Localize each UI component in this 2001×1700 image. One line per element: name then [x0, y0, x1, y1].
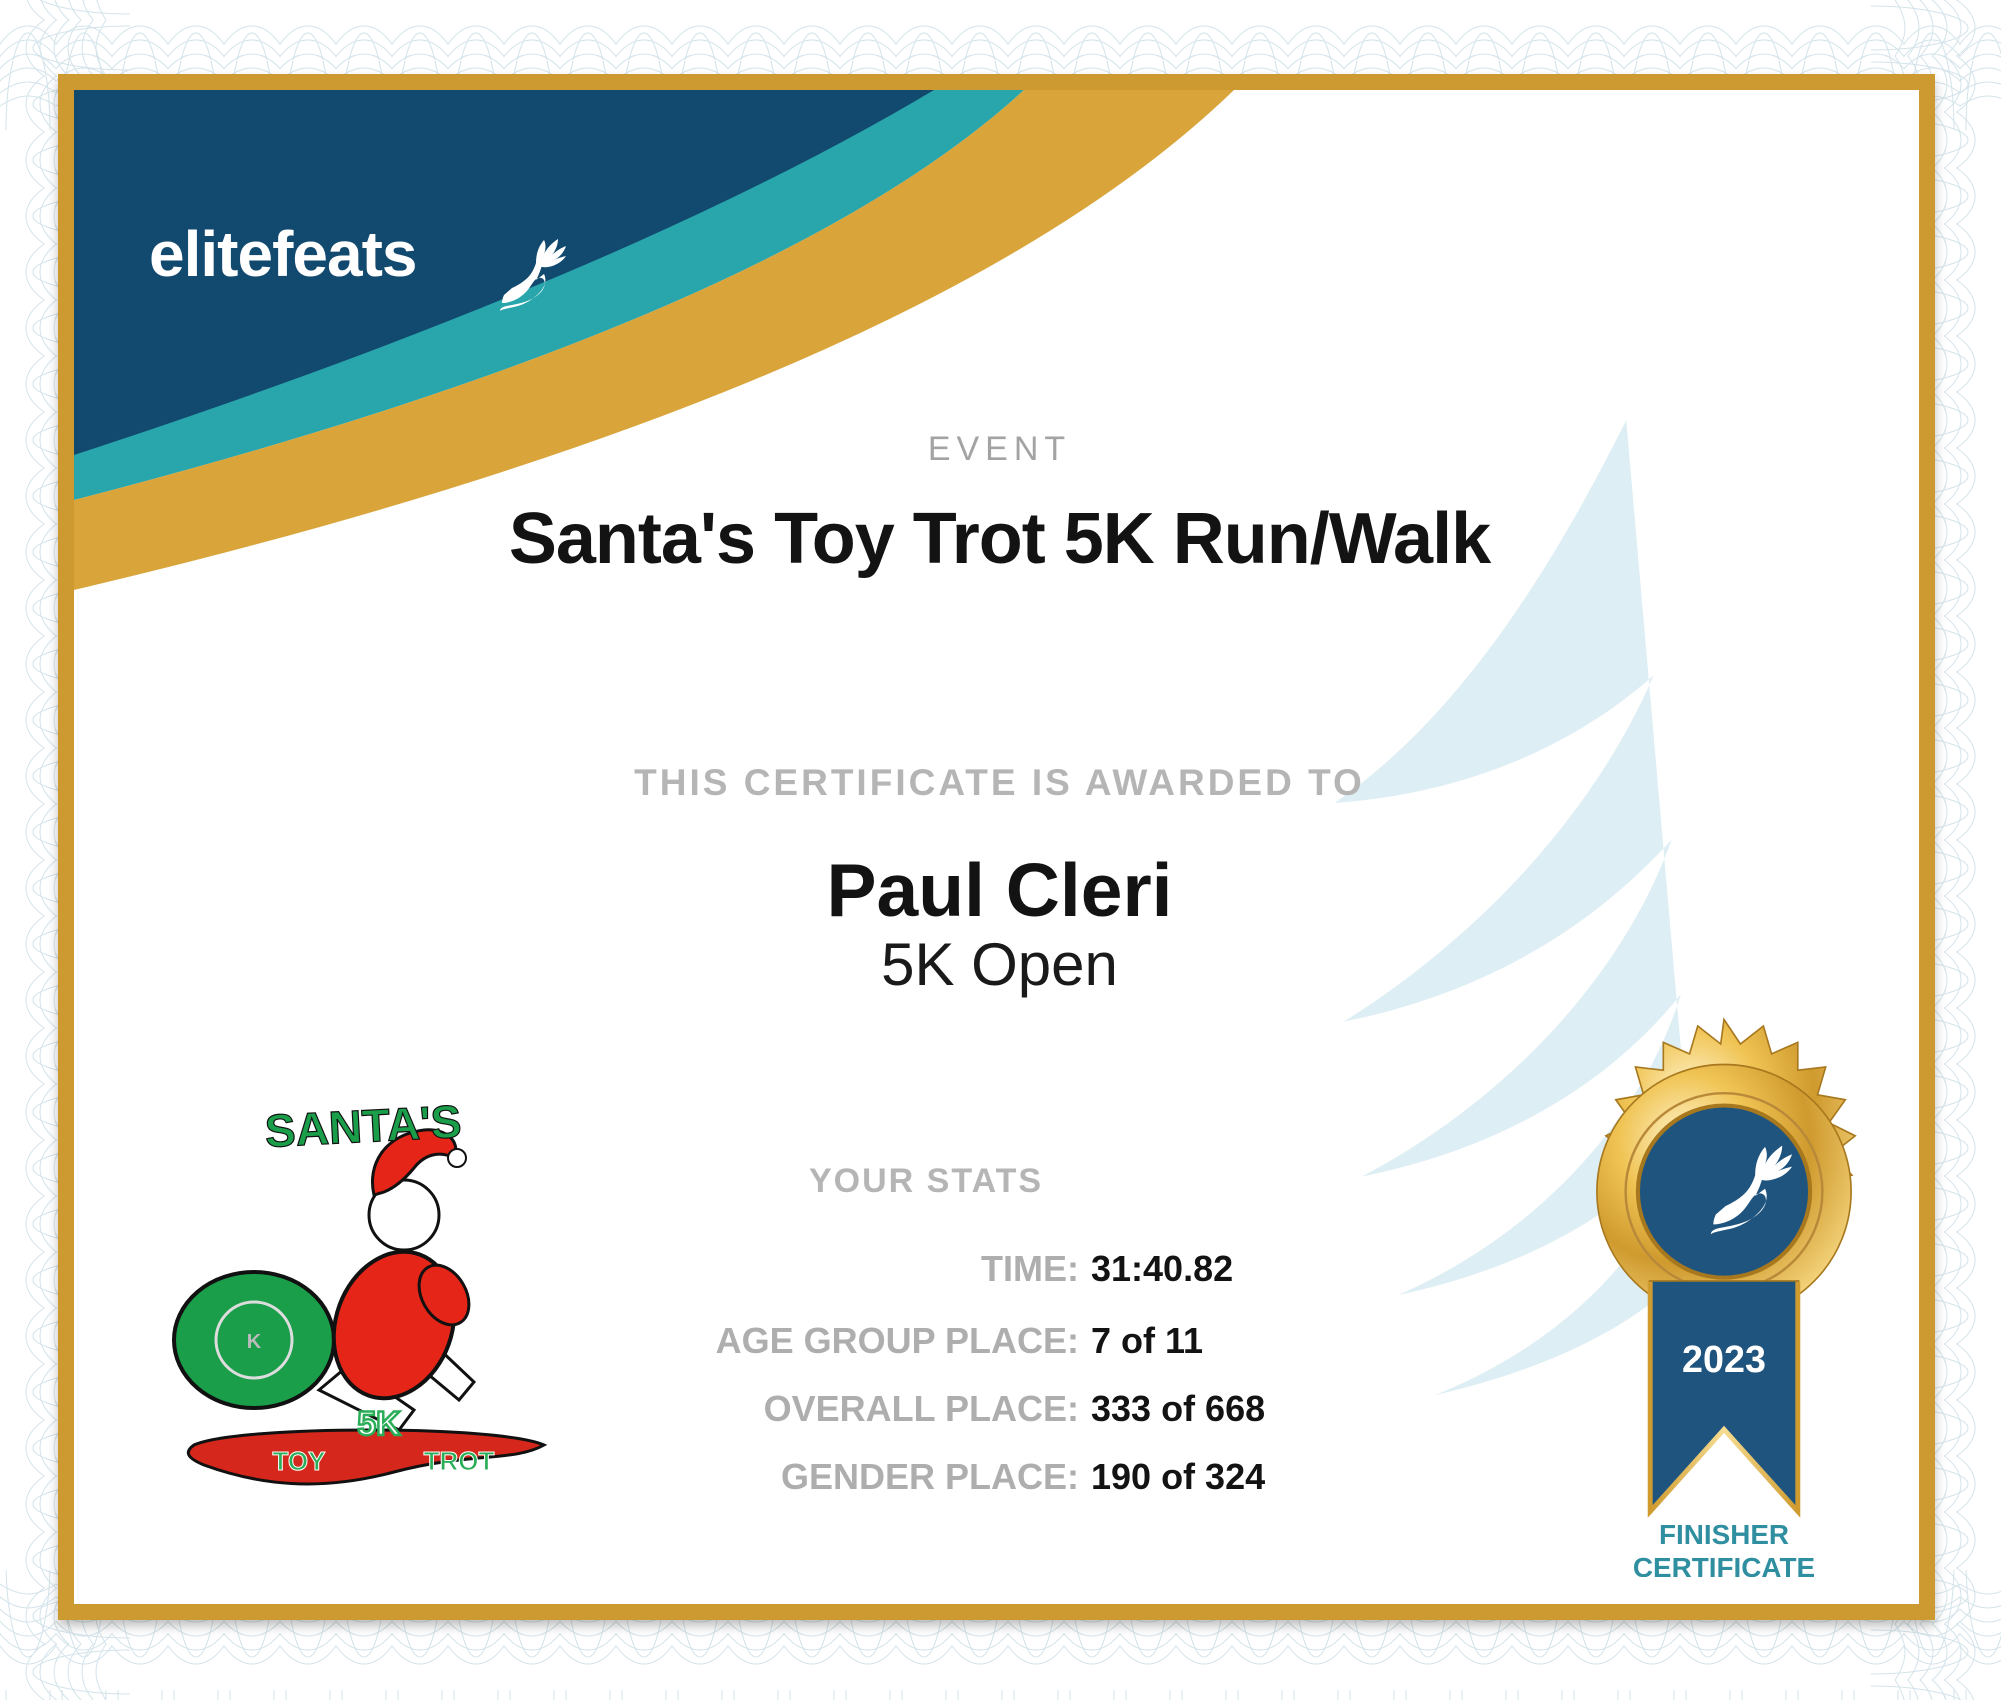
svg-text:TOY: TOY — [273, 1446, 326, 1476]
svg-text:FINISHER: FINISHER — [1659, 1519, 1789, 1550]
svg-text:2023: 2023 — [1682, 1338, 1766, 1380]
svg-text:TROT: TROT — [424, 1446, 495, 1476]
svg-text:CERTIFICATE: CERTIFICATE — [1633, 1552, 1815, 1577]
svg-text:5K: 5K — [357, 1405, 401, 1443]
svg-text:K: K — [247, 1331, 262, 1353]
